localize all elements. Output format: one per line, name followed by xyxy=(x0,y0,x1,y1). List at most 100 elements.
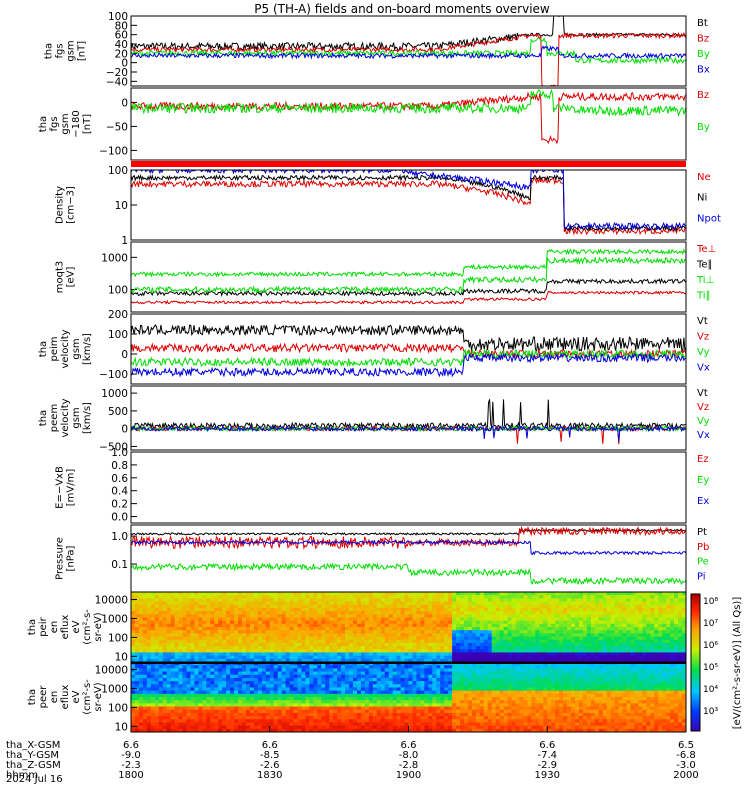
spectrogram-cell xyxy=(619,652,623,656)
spectrogram-cell xyxy=(254,710,258,714)
spectrogram-cell xyxy=(151,595,155,599)
spectrogram-cell xyxy=(313,681,317,685)
spectrogram-cell xyxy=(571,605,575,609)
spectrogram-cell xyxy=(420,719,424,723)
spectrogram-cell xyxy=(206,595,210,599)
spectrogram-cell xyxy=(147,602,151,606)
spectrogram-cell xyxy=(393,627,397,631)
spectrogram-cell xyxy=(341,713,345,717)
spectrogram-cell xyxy=(309,643,313,647)
spectrogram-cell xyxy=(294,617,298,621)
spectrogram-cell xyxy=(341,656,345,660)
spectrogram-cell xyxy=(202,608,206,612)
spectrogram-cell xyxy=(412,592,416,596)
spectrogram-cell xyxy=(428,675,432,679)
spectrogram-cell xyxy=(190,710,194,714)
spectrogram-cell xyxy=(393,713,397,717)
spectrogram-cell xyxy=(678,646,682,650)
spectrogram-cell xyxy=(535,624,539,628)
spectrogram-cell xyxy=(210,646,214,650)
spectrogram-cell xyxy=(171,687,175,691)
spectrogram-cell xyxy=(329,649,333,653)
spectrogram-cell xyxy=(198,716,202,720)
spectrogram-cell xyxy=(222,630,226,634)
spectrogram-cell xyxy=(274,621,278,625)
spectrogram-cell xyxy=(175,624,179,628)
spectrogram-cell xyxy=(567,656,571,660)
spectrogram-cell xyxy=(242,605,246,609)
spectrogram-cell xyxy=(147,687,151,691)
spectrogram-cell xyxy=(167,710,171,714)
spectrogram-cell xyxy=(179,640,183,644)
series-line-Bz xyxy=(131,33,686,86)
spectrogram-cell xyxy=(627,643,631,647)
spectrogram-cell xyxy=(492,614,496,618)
spectrogram-cell xyxy=(135,719,139,723)
spectrogram-cell xyxy=(393,611,397,615)
spectrogram-cell xyxy=(575,608,579,612)
spectrogram-cell xyxy=(464,592,468,596)
spectrogram-cell xyxy=(393,605,397,609)
spectrogram-cell xyxy=(210,637,214,641)
spectrogram-cell xyxy=(456,637,460,641)
y-tick-label: 100 xyxy=(108,165,128,177)
spectrogram-cell xyxy=(258,617,262,621)
spectrogram-cell xyxy=(420,637,424,641)
spectrogram-cell xyxy=(432,681,436,685)
spectrogram-cell xyxy=(266,633,270,637)
spectrogram-cell xyxy=(175,656,179,660)
spectrogram-cell xyxy=(599,624,603,628)
spectrogram-cell xyxy=(349,687,353,691)
spectrogram-cell xyxy=(547,592,551,596)
spectrogram-cell xyxy=(472,627,476,631)
spectrogram-cell xyxy=(278,617,282,621)
spectrogram-cell xyxy=(266,611,270,615)
spectrogram-cell xyxy=(254,637,258,641)
spectrogram-cell xyxy=(464,649,468,653)
spectrogram-cell xyxy=(385,668,389,672)
spectrogram-cell xyxy=(210,640,214,644)
spectrogram-cell xyxy=(670,602,674,606)
spectrogram-cell xyxy=(654,646,658,650)
spectrogram-cell xyxy=(369,646,373,650)
spectrogram-cell xyxy=(163,608,167,612)
spectrogram-cell xyxy=(206,703,210,707)
spectrogram-cell xyxy=(452,608,456,612)
spectrogram-cell xyxy=(583,640,587,644)
spectrogram-cell xyxy=(254,621,258,625)
spectrogram-cell xyxy=(369,614,373,618)
spectrogram-cell xyxy=(365,598,369,602)
spectrogram-cell xyxy=(230,643,234,647)
spectrogram-cell xyxy=(642,614,646,618)
spectrogram-cell xyxy=(658,608,662,612)
spectrogram-cell xyxy=(432,652,436,656)
spectrogram-cell xyxy=(198,672,202,676)
spectrogram-cell xyxy=(194,707,198,711)
spectrogram-cell xyxy=(278,614,282,618)
spectrogram-cell xyxy=(163,611,167,615)
spectrogram-cell xyxy=(214,595,218,599)
spectrogram-cell xyxy=(440,621,444,625)
spectrogram-cell xyxy=(290,595,294,599)
spectrogram-cell xyxy=(416,694,420,698)
spectrogram-cell xyxy=(436,684,440,688)
spectrogram-cell xyxy=(155,694,159,698)
spectrogram-cell xyxy=(317,621,321,625)
spectrogram-cell xyxy=(194,605,198,609)
spectrogram-cell xyxy=(143,703,147,707)
series-line-Pe xyxy=(131,564,686,584)
spectrogram-cell xyxy=(163,624,167,628)
spectrogram-cell xyxy=(202,675,206,679)
spectrogram-cell xyxy=(250,700,254,704)
spectrogram-cell xyxy=(555,646,559,650)
spectrogram-cell xyxy=(290,608,294,612)
spectrogram-cell xyxy=(638,595,642,599)
spectrogram-cell xyxy=(662,646,666,650)
spectrogram-cell xyxy=(270,621,274,625)
spectrogram-cell xyxy=(151,713,155,717)
spectrogram-cell xyxy=(226,675,230,679)
spectrogram-cell xyxy=(313,598,317,602)
spectrogram-cell xyxy=(301,614,305,618)
spectrogram-cell xyxy=(634,602,638,606)
spectrogram-cell xyxy=(325,681,329,685)
